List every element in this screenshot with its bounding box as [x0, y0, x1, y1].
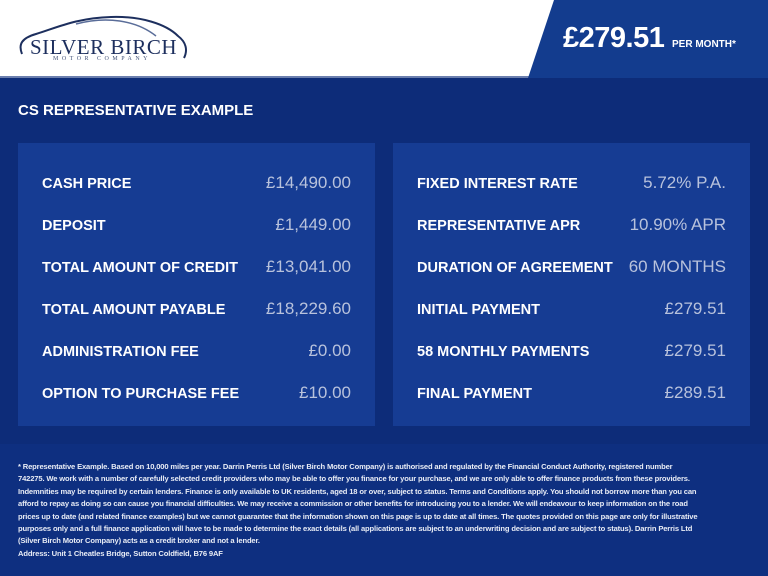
row-label: ADMINISTRATION FEE [42, 344, 199, 360]
finance-row: TOTAL AMOUNT OF CREDIT £13,041.00 [42, 257, 351, 277]
finance-row: DURATION OF AGREEMENT 60 MONTHS [417, 257, 726, 277]
car-outline-icon [19, 15, 187, 59]
brand-name: SILVER BIRCH [30, 35, 178, 59]
row-label: TOTAL AMOUNT PAYABLE [42, 302, 226, 318]
row-label: DURATION OF AGREEMENT [417, 260, 613, 276]
row-value: 60 MONTHS [628, 257, 726, 276]
finance-panel-left: CASH PRICE £14,490.00 DEPOSIT £1,449.00 TOTA… [18, 143, 375, 426]
finance-row: DEPOSIT £1,449.00 [42, 215, 351, 235]
silver-birch-logo[interactable]: SILVER BIRCH MOTOR COMPANY [16, 14, 191, 66]
price-suffix: PER MONTH* [672, 39, 736, 50]
finance-row: INITIAL PAYMENT £279.51 [417, 299, 726, 319]
row-value: 5.72% P.A. [643, 173, 726, 192]
row-label: FINAL PAYMENT [417, 386, 532, 402]
row-label: TOTAL AMOUNT OF CREDIT [42, 260, 239, 276]
row-value: £18,229.60 [265, 299, 351, 318]
finance-row: CASH PRICE £14,490.00 [42, 173, 351, 193]
footer: * Representative Example. Based on 10,00… [0, 444, 768, 576]
row-value: £0.00 [308, 341, 351, 360]
disclaimer-text: * Representative Example. Based on 10,00… [18, 462, 698, 546]
row-label: INITIAL PAYMENT [417, 302, 540, 318]
finance-row: TOTAL AMOUNT PAYABLE £18,229.60 [42, 299, 351, 319]
row-value: 10.90% APR [629, 215, 726, 234]
finance-row: 58 MONTHLY PAYMENTS £279.51 [417, 341, 726, 361]
price-banner [528, 0, 768, 78]
address: Address: Unit 1 Cheatles Bridge, Sutton … [18, 548, 223, 558]
row-label: OPTION TO PURCHASE FEE [42, 386, 240, 402]
finance-row: ADMINISTRATION FEE £0.00 [42, 341, 351, 361]
row-value: £279.51 [664, 299, 726, 318]
finance-row: OPTION TO PURCHASE FEE £10.00 [42, 383, 351, 403]
finance-row: FINAL PAYMENT £289.51 [417, 383, 726, 403]
page-title: CS REPRESENTATIVE EXAMPLE [18, 102, 254, 119]
row-label: DEPOSIT [42, 218, 106, 234]
row-value: £289.51 [664, 383, 726, 402]
row-value: £1,449.00 [275, 215, 351, 234]
monthly-price: £279.51 [563, 22, 665, 54]
finance-row: REPRESENTATIVE APR 10.90% APR [417, 215, 726, 235]
disclaimer: * Representative Example. Based on 10,00… [18, 461, 698, 560]
row-value: £13,041.00 [265, 257, 351, 276]
finance-row: FIXED INTEREST RATE 5.72% P.A. [417, 173, 726, 193]
row-label: REPRESENTATIVE APR [417, 218, 581, 234]
row-value: £10.00 [299, 383, 351, 402]
row-value: £14,490.00 [265, 173, 351, 192]
finance-panel-right: FIXED INTEREST RATE 5.72% P.A. REPRESENTAT… [393, 143, 750, 426]
brand-subtitle: MOTOR COMPANY [53, 56, 152, 62]
row-label: CASH PRICE [42, 176, 132, 192]
row-label: 58 MONTHLY PAYMENTS [417, 344, 590, 360]
row-label: FIXED INTEREST RATE [417, 176, 578, 192]
row-value: £279.51 [664, 341, 726, 360]
